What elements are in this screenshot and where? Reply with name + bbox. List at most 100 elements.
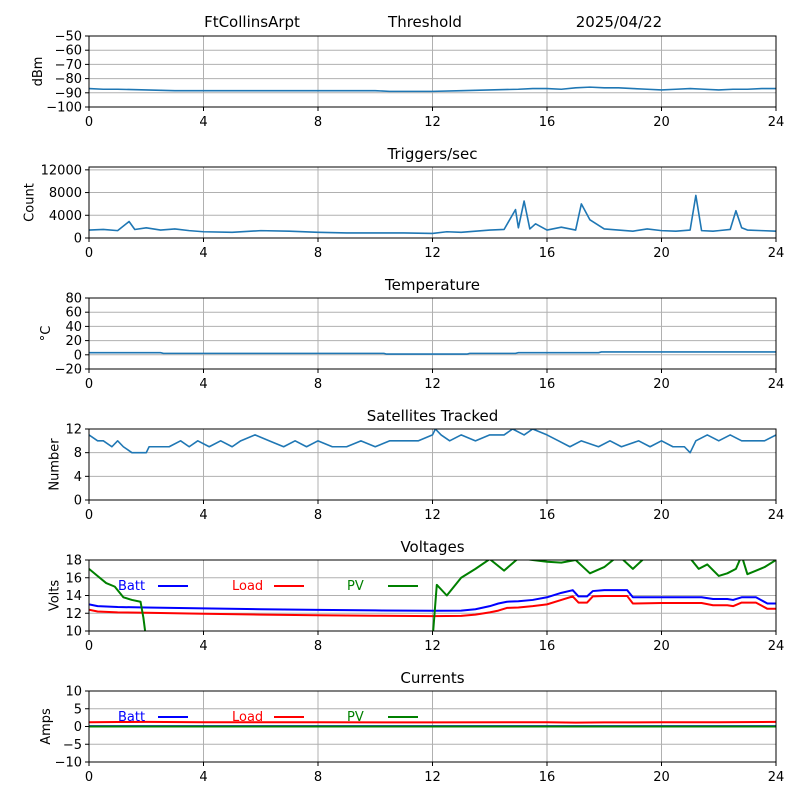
- series-line-batt: [89, 589, 776, 612]
- chart-title: Currents: [400, 669, 464, 687]
- x-tick-label: 24: [768, 508, 785, 523]
- series-group: [89, 194, 776, 235]
- series-line-trace: [89, 86, 776, 93]
- y-axis-label: °C: [39, 326, 54, 342]
- x-tick-label: 20: [653, 770, 670, 785]
- y-tick-label: 20: [65, 334, 82, 349]
- y-tick-label: 8000: [49, 186, 82, 201]
- x-tick-label: 24: [768, 639, 785, 654]
- legend: Batt Load PV: [118, 710, 418, 725]
- y-tick-label: −60: [55, 44, 82, 59]
- header-date: 2025/04/22: [576, 13, 662, 31]
- x-tick-label: 12: [424, 377, 441, 392]
- x-tick-label: 12: [424, 770, 441, 785]
- x-tick-label: 12: [424, 115, 441, 130]
- y-tick-label: −20: [55, 363, 82, 378]
- x-tick-label: 8: [314, 246, 322, 261]
- y-tick-label: 40: [65, 320, 82, 335]
- series-line-trace: [89, 351, 776, 355]
- x-tick-label: 24: [768, 377, 785, 392]
- series-line-pv: [89, 560, 776, 631]
- gridlines: [88, 167, 777, 239]
- y-tick-label: 16: [65, 571, 82, 586]
- x-tick-label: 12: [424, 246, 441, 261]
- gridlines: [88, 428, 777, 501]
- x-tick-label: 4: [199, 377, 207, 392]
- chart-title: Satellites Tracked: [367, 407, 498, 425]
- x-tick-label: 20: [653, 246, 670, 261]
- y-tick-label: 10: [65, 625, 82, 640]
- x-tick-label: 20: [653, 508, 670, 523]
- series-line-load: [89, 594, 776, 618]
- y-tick-label: 80: [65, 292, 82, 307]
- x-tick-label: 8: [314, 115, 322, 130]
- series-group: [89, 560, 776, 631]
- x-tick-label: 4: [199, 246, 207, 261]
- y-tick-label: 0: [74, 232, 82, 247]
- gridlines: [88, 35, 777, 108]
- series-group: [89, 429, 776, 454]
- x-tick-label: 4: [199, 508, 207, 523]
- y-tick-label: −90: [55, 86, 82, 101]
- legend-label-load: Load: [232, 710, 263, 725]
- header-station: FtCollinsArpt: [204, 13, 300, 31]
- y-tick-label: 12000: [41, 163, 82, 178]
- x-tick-label: 8: [314, 377, 322, 392]
- x-tick-label: 16: [539, 246, 556, 261]
- x-tick-label: 24: [768, 115, 785, 130]
- x-tick-label: 20: [653, 377, 670, 392]
- y-tick-label: −80: [55, 72, 82, 87]
- x-tick-label: 12: [424, 639, 441, 654]
- series-line-trace: [89, 429, 776, 454]
- y-tick-label: −70: [55, 58, 82, 73]
- y-axis-label: Volts: [47, 580, 62, 612]
- x-tick-label: 16: [539, 115, 556, 130]
- y-tick-label: 60: [65, 306, 82, 321]
- x-tick-label: 0: [85, 639, 93, 654]
- y-tick-label: 0: [74, 348, 82, 363]
- y-axis-label: Number: [47, 438, 62, 491]
- y-axis-label: dBm: [31, 57, 46, 87]
- series-group: [89, 86, 776, 93]
- legend-label-pv: PV: [347, 710, 364, 725]
- series-group: [89, 351, 776, 355]
- gridlines: [88, 297, 777, 370]
- x-tick-label: 0: [85, 508, 93, 523]
- header-mode: Threshold: [387, 13, 462, 31]
- y-tick-label: 4: [74, 470, 82, 485]
- legend-label-batt: Batt: [118, 710, 145, 725]
- y-tick-label: 0: [74, 720, 82, 735]
- y-tick-label: −5: [63, 738, 82, 753]
- chart-panel-5: 0 4 8 12 16 20 24 −10 −5 0 5 10 Currents Amps Batt Load…: [39, 669, 784, 785]
- y-tick-label: 0: [74, 494, 82, 509]
- chart-panel-4: 0 4 8 12 16 20 24 10 12 14 16 18 Voltages Volts Batt Lo…: [47, 538, 784, 654]
- legend-label-load: Load: [232, 579, 263, 594]
- x-tick-label: 0: [85, 246, 93, 261]
- gridlines: [88, 559, 777, 632]
- x-tick-label: 4: [199, 770, 207, 785]
- legend: Batt Load PV: [118, 579, 418, 594]
- y-tick-label: 18: [65, 554, 82, 569]
- y-tick-label: 12: [65, 607, 82, 622]
- x-tick-label: 20: [653, 639, 670, 654]
- y-tick-label: 8: [74, 446, 82, 461]
- y-tick-label: −100: [46, 101, 82, 116]
- x-tick-label: 8: [314, 508, 322, 523]
- x-tick-label: 8: [314, 639, 322, 654]
- x-tick-label: 0: [85, 115, 93, 130]
- chart-title: Temperature: [384, 276, 480, 294]
- x-tick-label: 8: [314, 770, 322, 785]
- y-tick-label: 14: [65, 589, 82, 604]
- x-tick-label: 4: [199, 639, 207, 654]
- series-group: [89, 720, 776, 728]
- tick-labels: 0 4 8 12 16 20 24 −10 −5 0 5 10: [55, 685, 785, 786]
- x-tick-label: 4: [199, 115, 207, 130]
- tick-labels: 0 4 8 12 16 20 24 −100−90−80−70−60−50: [46, 30, 784, 131]
- tick-labels: 0 4 8 12 16 20 24 0 4 8 12: [65, 423, 784, 524]
- y-tick-label: 5: [74, 702, 82, 717]
- x-tick-label: 24: [768, 770, 785, 785]
- tick-labels: 0 4 8 12 16 20 24 0 4000 8000 12000: [41, 163, 785, 261]
- chart-panel-0: 0 4 8 12 16 20 24 −100−90−80−70−60−50 dBm: [31, 30, 784, 131]
